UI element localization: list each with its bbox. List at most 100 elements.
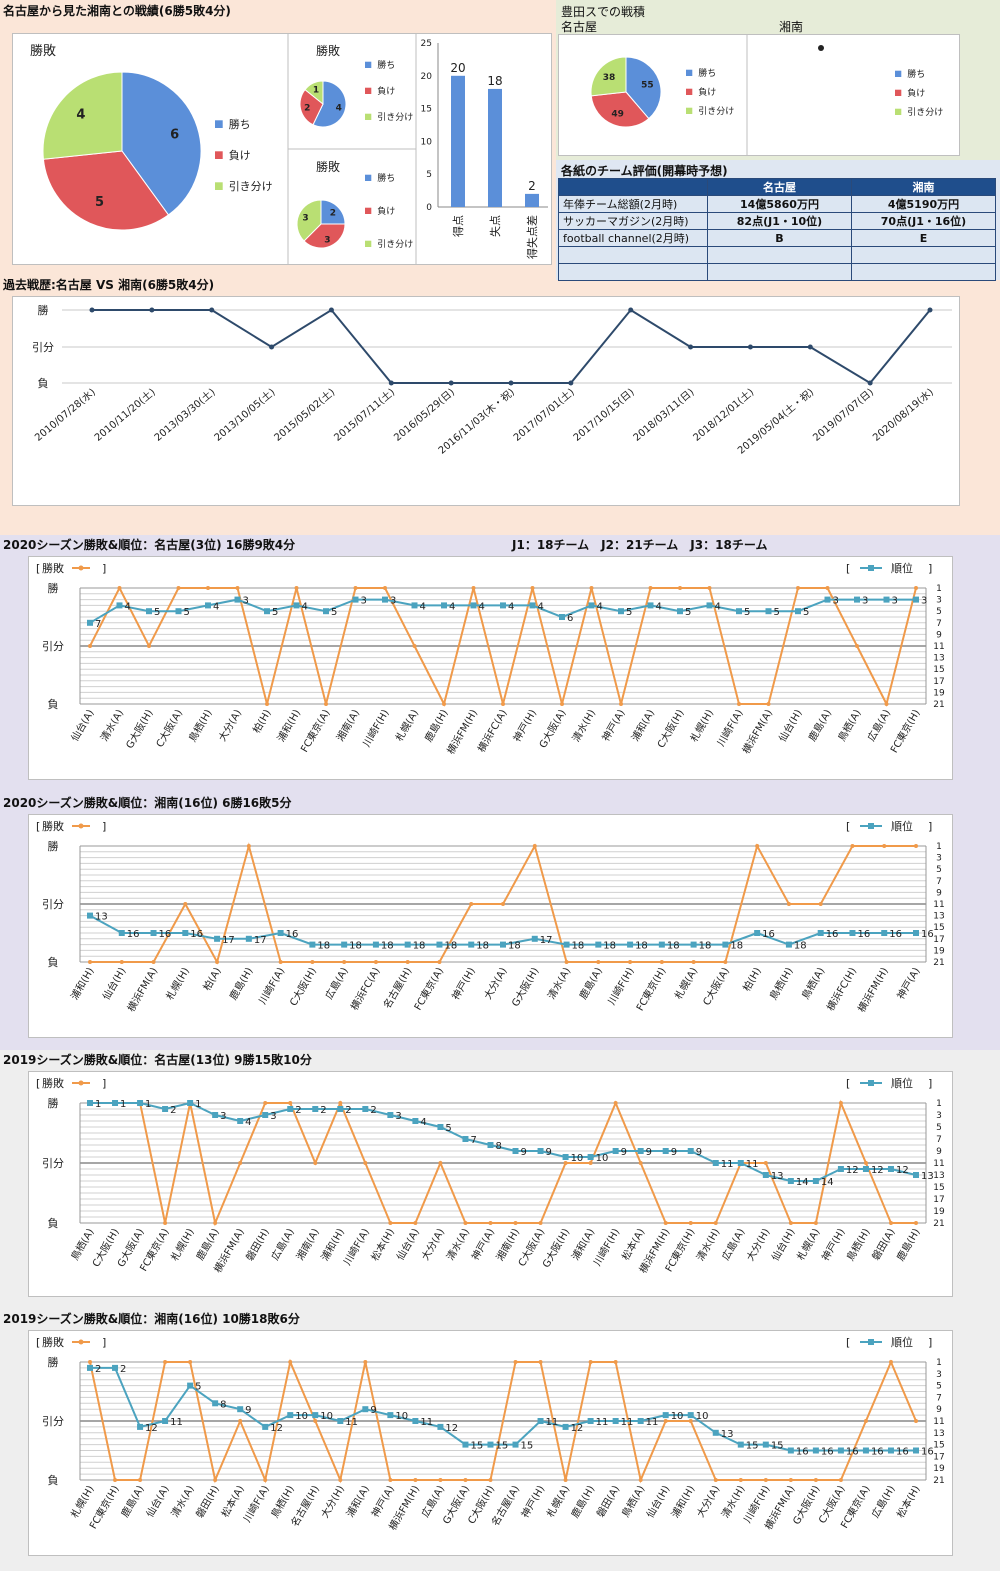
- result-point: [213, 1221, 218, 1225]
- rank-point: [234, 596, 241, 603]
- main-pie-title: 勝敗: [30, 44, 56, 59]
- rank-point: [812, 1447, 819, 1454]
- result-point: [838, 1478, 843, 1482]
- category-label: C大阪(H): [654, 707, 686, 750]
- rank-data-label: 1: [195, 1099, 201, 1110]
- toyota-shonan-legend-label: 負け: [907, 87, 925, 99]
- result-point: [442, 702, 446, 706]
- toyota-shonan-marker: [818, 45, 824, 51]
- small-pie-2-label: 2: [330, 208, 336, 218]
- result-point: [363, 1161, 368, 1165]
- result-point: [588, 1161, 593, 1165]
- rank-point: [277, 930, 284, 936]
- rank-data-label: 1: [95, 1099, 101, 1110]
- rank-data-label: 7: [95, 619, 101, 630]
- category-label: 大分(A): [216, 707, 245, 744]
- ratings-row-empty: [558, 246, 996, 264]
- result-point: [138, 1478, 143, 1482]
- category-label: 札幌(A): [544, 1483, 573, 1520]
- category-label: 鳥栖(H): [767, 965, 796, 1002]
- result-point: [855, 644, 859, 648]
- category-label: 鹿島(H): [568, 1483, 597, 1520]
- category-label: 川崎F(H): [360, 707, 392, 749]
- category-label: 札幌(H): [168, 1226, 197, 1263]
- rank-point: [913, 1447, 919, 1454]
- rank-data-label: 5: [685, 607, 691, 618]
- toyota-nagoya-pie-label: 49: [611, 109, 624, 119]
- legend-right-bracket-open: [: [846, 1077, 850, 1090]
- toyota-nagoya-pie-slice: [590, 91, 650, 128]
- rank-point: [162, 1106, 169, 1112]
- rank-data-label: 6: [567, 613, 573, 624]
- rank-point: [658, 941, 665, 948]
- ratings-header-nagoya: 名古屋: [707, 178, 852, 196]
- result-point: [648, 586, 653, 590]
- right-tick-label: 15: [933, 1441, 944, 1451]
- result-point: [263, 1101, 268, 1105]
- small-pie-2-label: 3: [302, 214, 308, 224]
- history-point: [747, 344, 753, 350]
- category-label: 川崎F(H): [605, 965, 637, 1007]
- rank-point: [146, 608, 152, 615]
- history-point: [89, 307, 95, 313]
- bar-category-label: 失点: [489, 215, 502, 237]
- main-pie-slice: [42, 71, 123, 160]
- rank-data-label: 4: [245, 1117, 251, 1128]
- summary-charts: 勝敗654勝ち負け引き分け勝敗421勝ち負け引き分け勝敗233勝ち負け引き分け0…: [30, 33, 548, 265]
- rank-data-label: 3: [833, 596, 839, 607]
- legend-left-label: 勝敗: [42, 1076, 64, 1090]
- category-label: 神戸(H): [510, 707, 539, 744]
- toyota-nagoya-legend-label: 勝ち: [698, 67, 716, 79]
- result-point: [788, 1221, 793, 1225]
- rank-data-label: 5: [154, 607, 160, 618]
- main-pie-slice: [42, 150, 170, 231]
- rank-data-label: 14: [821, 1177, 834, 1188]
- legend-left-label: 勝敗: [42, 819, 64, 833]
- rank-point: [187, 1100, 194, 1106]
- rank-point: [627, 941, 634, 948]
- rank-point: [150, 930, 157, 936]
- result-point: [117, 586, 122, 590]
- category-label: 鳥栖(A): [619, 1483, 648, 1520]
- rank-point: [862, 1166, 869, 1172]
- rank-data-label: 5: [744, 607, 750, 618]
- result-point: [813, 1221, 818, 1225]
- rank-point: [512, 1148, 519, 1154]
- rank-point: [112, 1100, 119, 1106]
- rank-data-label: 9: [245, 1405, 251, 1416]
- result-point: [863, 1419, 868, 1423]
- result-point: [513, 1360, 518, 1364]
- right-tick-label: 5: [936, 607, 942, 617]
- season-title-1: 2020シーズン勝敗&順位：湘南(16位) 6勝16敗5分: [3, 796, 292, 810]
- rank-data-label: 8: [495, 1141, 501, 1152]
- rank-data-label: 3: [220, 1111, 226, 1122]
- rank-data-label: 2: [295, 1105, 301, 1116]
- ratings-row-label: football channel(2月時): [558, 229, 708, 247]
- history-date-label: 2018/12/01(土): [690, 385, 756, 444]
- category-label: 柏(A): [200, 965, 224, 993]
- right-tick-label: 17: [933, 677, 944, 687]
- rank-data-label: 13: [721, 1429, 734, 1440]
- result-point: [405, 960, 410, 964]
- result-point: [119, 960, 124, 964]
- rank-data-label: 11: [546, 1417, 559, 1428]
- result-point: [628, 960, 633, 964]
- category-label: 清水(H): [718, 1483, 747, 1520]
- category-label: 大分(A): [481, 965, 510, 1002]
- rank-data-label: 2: [120, 1364, 126, 1375]
- right-tick-label: 9: [936, 888, 942, 898]
- legend-left-bracket-open: [: [36, 562, 40, 575]
- rank-point: [87, 912, 93, 919]
- legend-right-label: 順位: [891, 1076, 913, 1090]
- result-point: [488, 1478, 493, 1482]
- result-point: [713, 1221, 718, 1225]
- history-point: [688, 344, 694, 350]
- history-point: [927, 307, 933, 313]
- result-point: [313, 1161, 318, 1165]
- rank-point: [712, 1429, 719, 1436]
- rank-data-label: 11: [596, 1417, 609, 1428]
- rank-data-label: 1: [145, 1099, 151, 1110]
- small-pie-1-legend-label: 負け: [377, 85, 395, 97]
